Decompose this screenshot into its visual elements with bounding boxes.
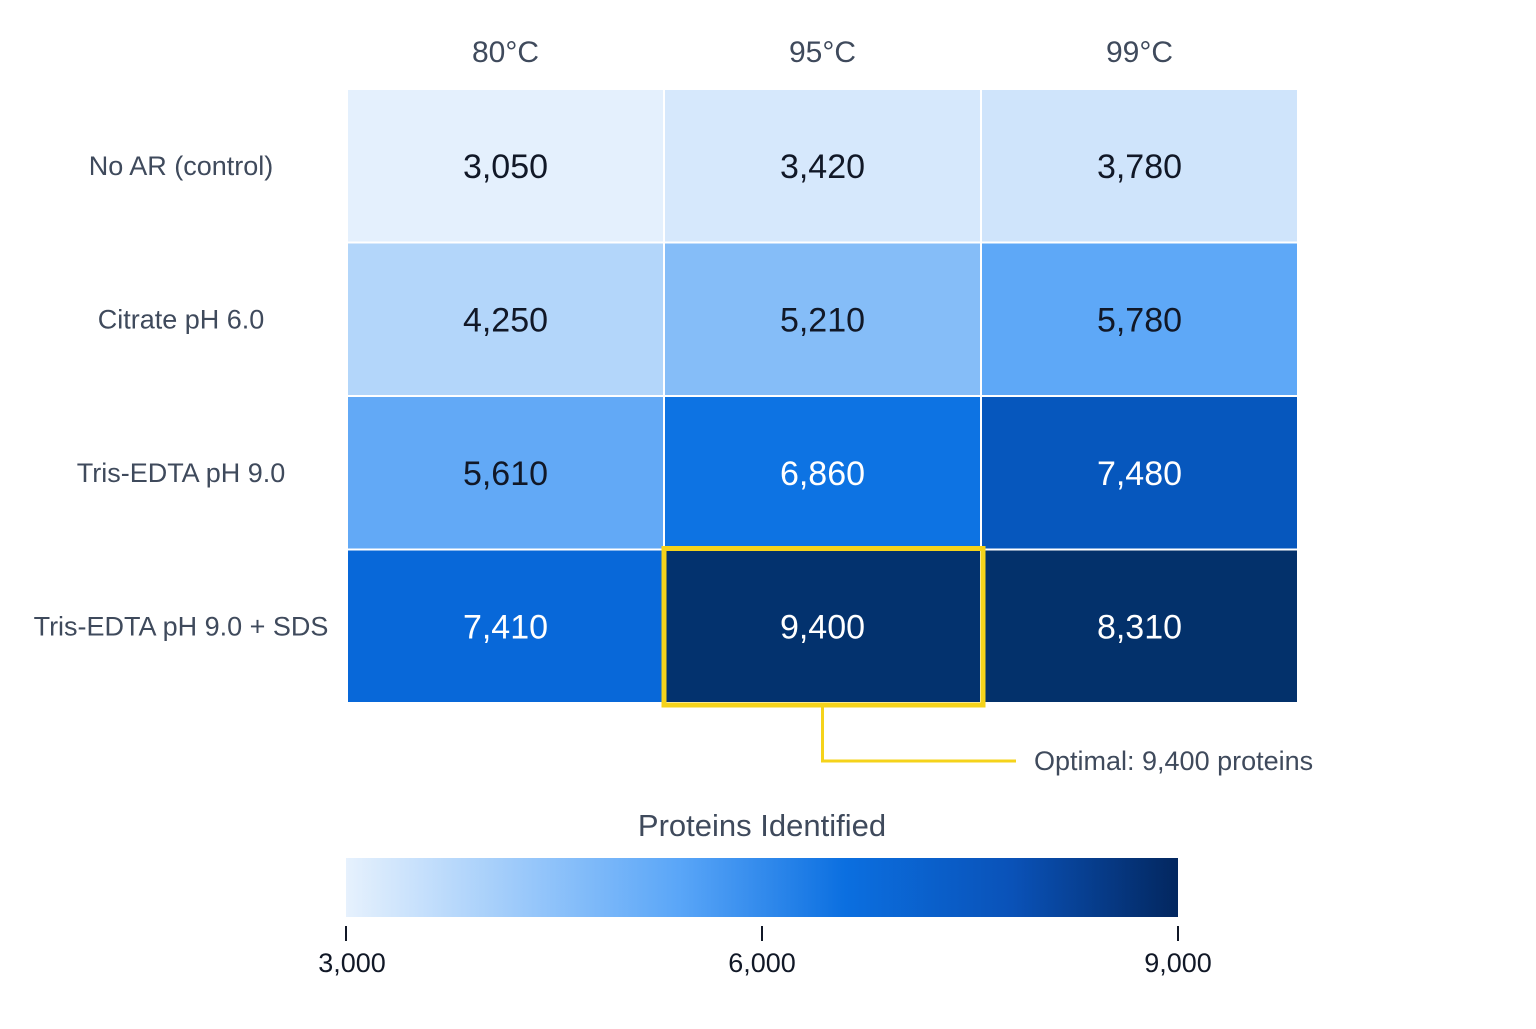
column-labels: 80°C 95°C 99°C — [472, 36, 1173, 69]
colorbar-tick-label: 9,000 — [1144, 948, 1212, 978]
heatmap-cell — [980, 548, 1299, 704]
callout-label: Optimal: 9,400 proteins — [1034, 746, 1313, 776]
cell-value-label: 8,310 — [1097, 608, 1182, 646]
colorbar-gradient — [346, 858, 1178, 917]
cell-value-label: 9,400 — [780, 608, 865, 646]
row-label: Tris-EDTA pH 9.0 + SDS — [34, 611, 329, 641]
colorbar-tick-label: 6,000 — [728, 948, 796, 978]
row-label: No AR (control) — [89, 151, 274, 181]
heatmap-cell — [663, 241, 982, 397]
cell-value-label: 4,250 — [463, 301, 548, 339]
heatmap-cell — [346, 88, 665, 244]
colorbar: Proteins Identified 3,000 6,000 9,000 — [318, 808, 1212, 978]
cell-value-label: 7,480 — [1097, 455, 1182, 493]
callout-line — [821, 705, 1016, 763]
heatmap-cell — [346, 548, 665, 704]
heatmap-cell — [980, 241, 1299, 397]
cell-value-label: 5,780 — [1097, 301, 1182, 339]
cell-value-label: 7,410 — [463, 608, 548, 646]
column-label: 95°C — [789, 36, 856, 69]
row-labels: No AR (control) Citrate pH 6.0 Tris-EDTA p… — [34, 151, 329, 642]
heatmap-cell — [346, 241, 665, 397]
cell-value-label: 3,050 — [463, 148, 548, 186]
column-label: 99°C — [1106, 36, 1173, 69]
highlight-group: Optimal: 9,400 proteins — [661, 546, 1313, 776]
heatmap-cell — [663, 88, 982, 244]
heatmap-cell — [663, 395, 982, 551]
colorbar-tick-label: 3,000 — [318, 948, 386, 978]
row-label: Citrate pH 6.0 — [98, 304, 265, 334]
cell-value-label: 3,420 — [780, 148, 865, 186]
cell-value-label: 5,610 — [463, 455, 548, 493]
colorbar-title: Proteins Identified — [638, 808, 886, 843]
cell-value-label: 3,780 — [1097, 148, 1182, 186]
cell-value-label: 6,860 — [780, 455, 865, 493]
heatmap-cell — [980, 88, 1299, 244]
cell-value-label: 5,210 — [780, 301, 865, 339]
heatmap-cells: 3,050 3,420 3,780 4,250 5,210 5,780 5,610 6,860… — [346, 88, 1299, 704]
row-label: Tris-EDTA pH 9.0 — [77, 458, 286, 488]
column-label: 80°C — [472, 36, 539, 69]
